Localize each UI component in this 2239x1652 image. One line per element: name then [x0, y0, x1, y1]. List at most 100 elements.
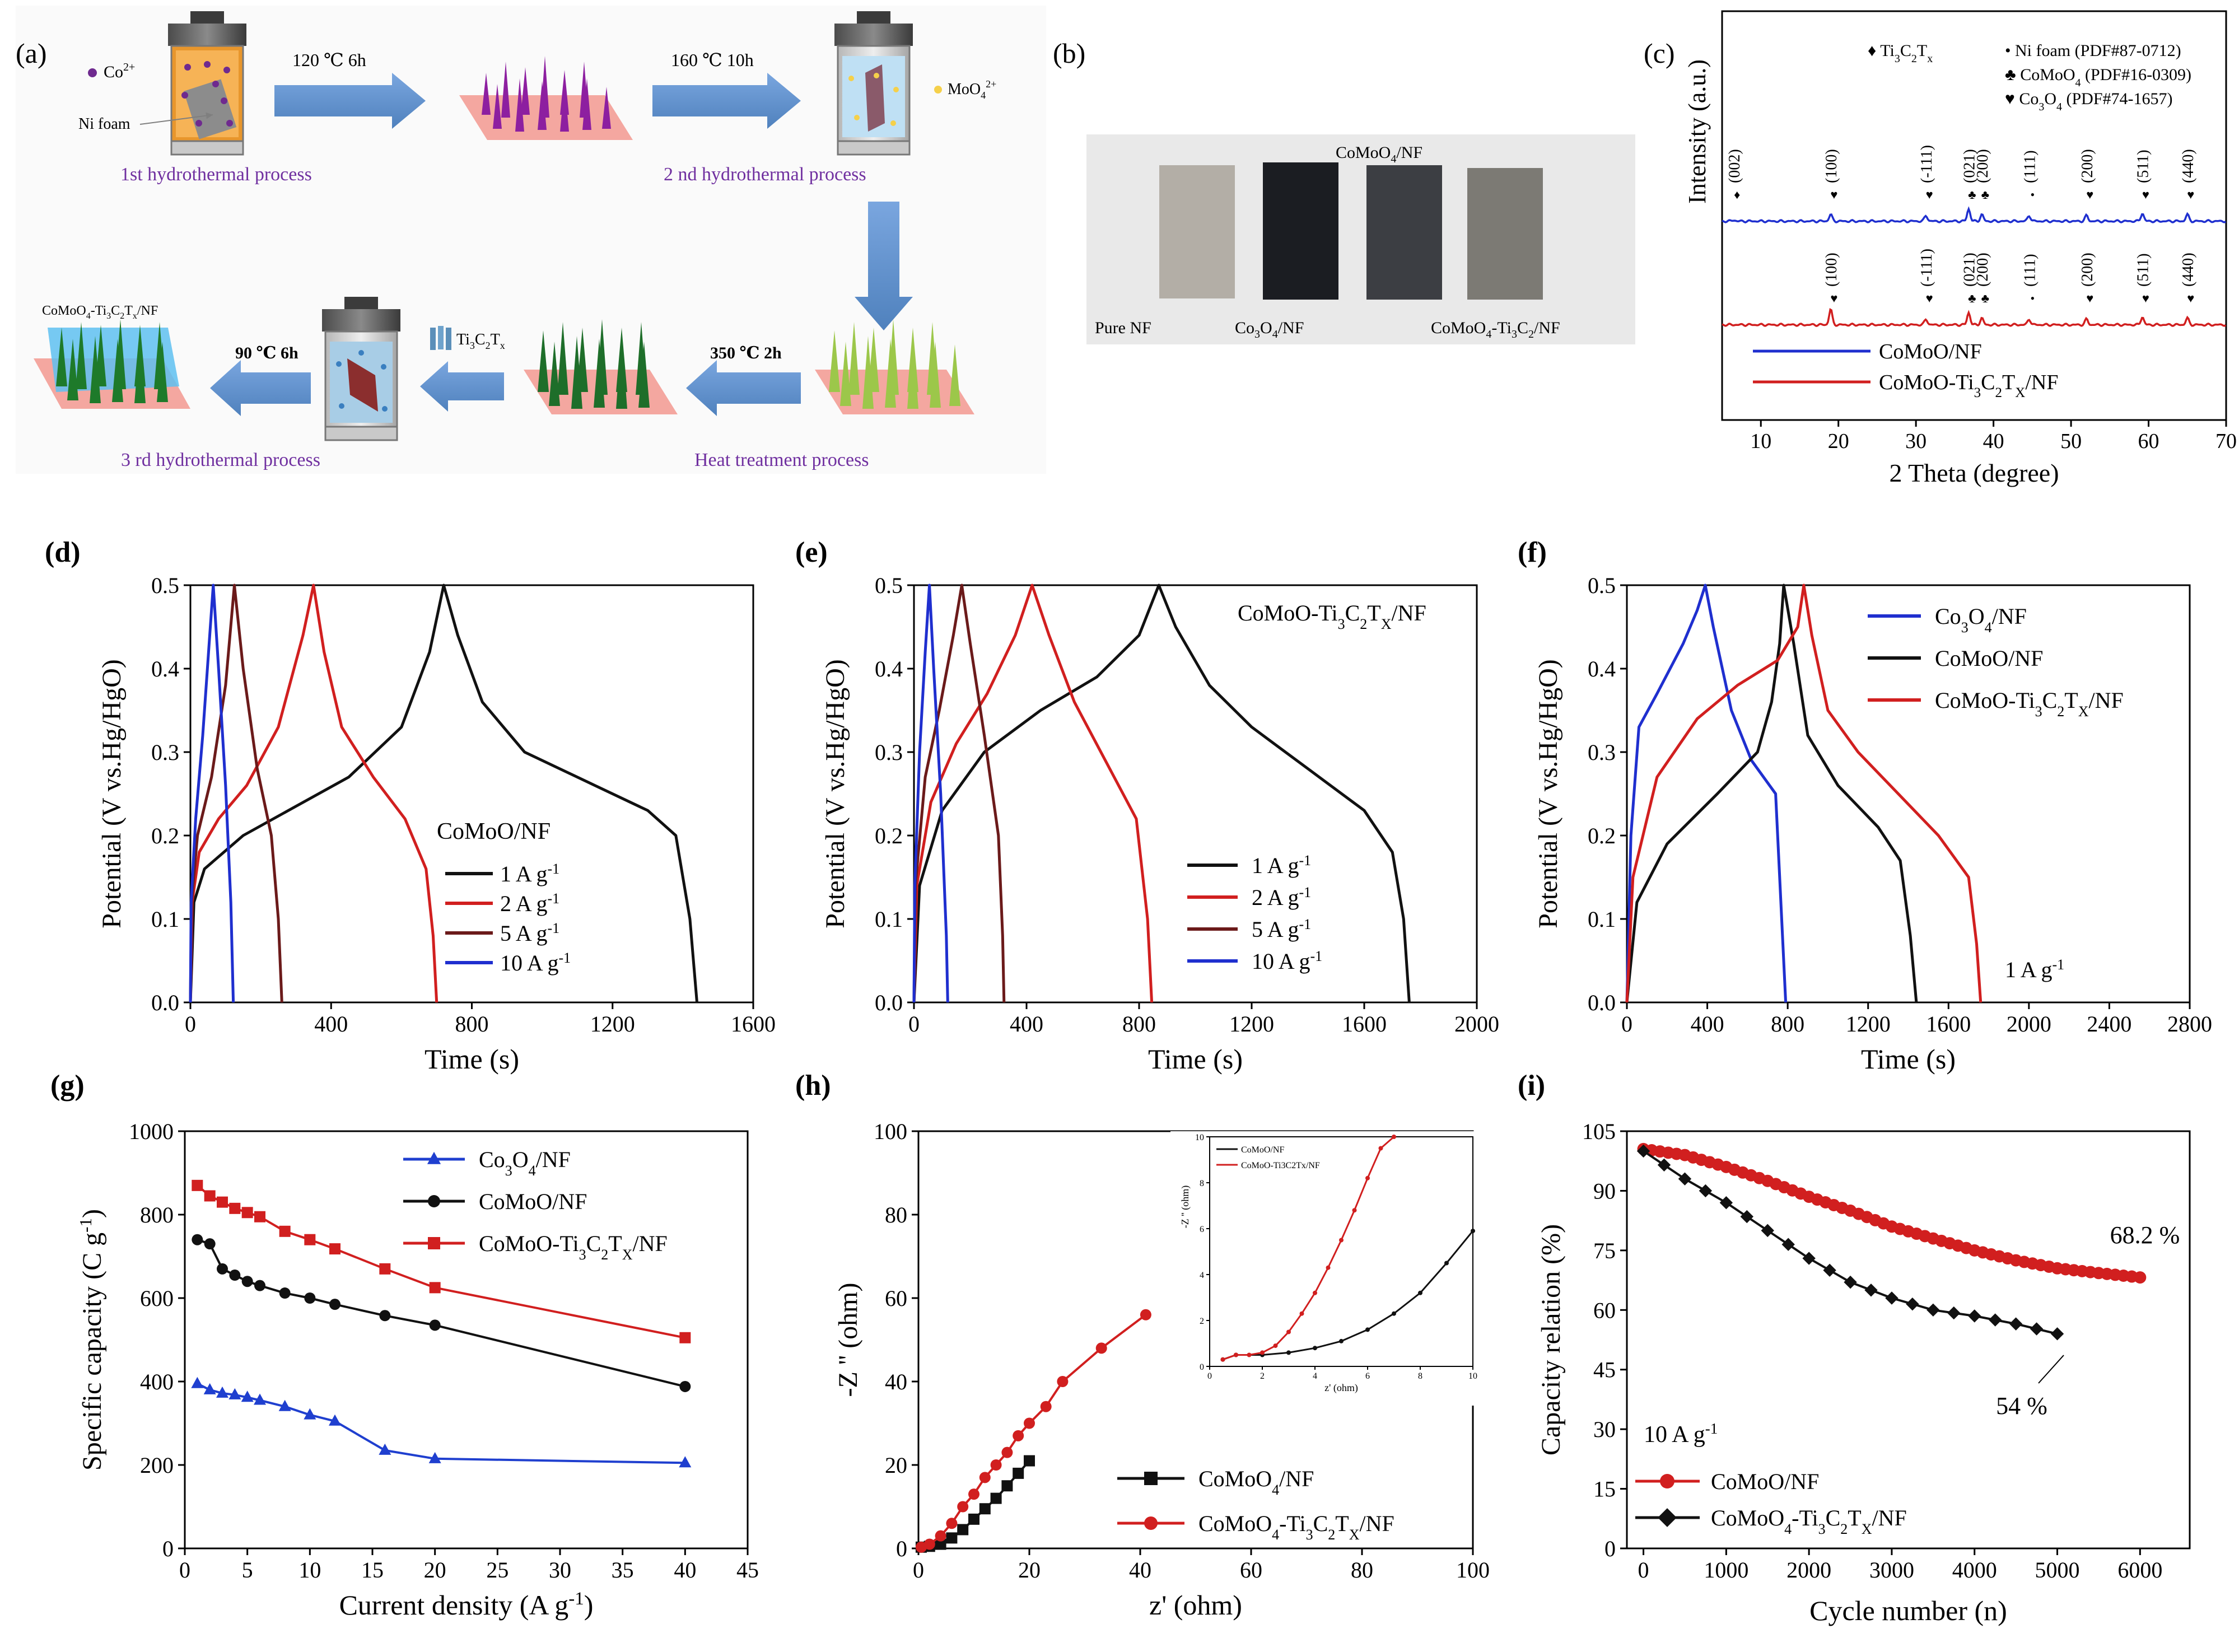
- sample-pure-nf: [1159, 165, 1235, 298]
- x-tick-label: 0: [185, 1011, 196, 1037]
- inset-point: [1418, 1290, 1422, 1295]
- legend-label-composite: CoMoO-Ti3C2TX/NF: [1879, 371, 2058, 400]
- legend-label: 2 A g-1: [500, 890, 559, 917]
- inset-y-tick-label: 4: [1200, 1271, 1204, 1280]
- data-point: [990, 1459, 1002, 1471]
- y-tick-label: 30: [1593, 1417, 1616, 1442]
- gcd-curve-1: [189, 584, 439, 1003]
- x-tick-label: 3000: [1869, 1557, 1914, 1583]
- gcd-curve-2: [1625, 584, 1983, 1003]
- legend-marker: [1144, 1472, 1158, 1485]
- data-point: [1636, 1144, 1650, 1158]
- chart-d-gcd: 0 400 800 1200 1600 0.0 0.1 0.2 0.3 0.4 0.5 Time (s…: [97, 573, 776, 1075]
- data-point: [241, 1207, 253, 1219]
- y-tick-label: 0.5: [151, 573, 179, 598]
- mo-ion-label: MoO42+: [948, 78, 996, 101]
- data-point: [279, 1287, 291, 1299]
- x-tick-label: 30: [549, 1557, 571, 1583]
- data-point: [1001, 1446, 1013, 1458]
- peak-index-label: (100): [1823, 149, 1840, 183]
- legend-label: Co3O4/NF: [479, 1147, 571, 1179]
- peak-marker: ♥: [1926, 188, 1933, 202]
- legend-label: CoMoO4-Ti3C2TX/NF: [1711, 1505, 1907, 1537]
- y-tick-label: 100: [874, 1119, 907, 1144]
- gcd-curve-1: [1625, 584, 1918, 1003]
- plot-frame: [1721, 10, 2227, 421]
- cycle-line-1: [1643, 1150, 2058, 1335]
- peak-index-label: (021): [1961, 253, 1978, 287]
- data-point: [679, 1332, 691, 1343]
- peak-marker: ♥: [1830, 291, 1837, 305]
- x-tick-label: 0: [908, 1011, 920, 1037]
- inset-point: [1392, 1311, 1396, 1316]
- data-point: [1040, 1401, 1052, 1412]
- retention-annotation-black: 54 %: [1996, 1392, 2047, 1420]
- data-point: [1699, 1184, 1713, 1198]
- peak-marker: ♥: [2187, 291, 2194, 305]
- gcd-curve-0: [1625, 584, 1788, 1003]
- x-tick-label: 1200: [1846, 1011, 1891, 1037]
- x-tick-label: 0: [179, 1557, 190, 1583]
- rate-line-2: [197, 1184, 685, 1339]
- peak-index-label: (200): [2079, 149, 2096, 183]
- data-point: [192, 1179, 203, 1191]
- legend-label: CoMoO/NF: [1711, 1469, 1819, 1494]
- data-point: [1823, 1263, 1836, 1277]
- peak-index-label: (440): [2180, 253, 2197, 287]
- rate-line-0: [197, 1382, 685, 1464]
- x-tick-label: 2000: [2007, 1011, 2051, 1037]
- x-axis-label: 2 Theta (degree): [1889, 459, 2059, 487]
- y-tick-label: 0.3: [1588, 740, 1616, 765]
- data-point: [228, 1388, 241, 1399]
- gcd-curve-0: [189, 584, 698, 1003]
- y-axis-label: -Z '' (ohm): [833, 1283, 863, 1397]
- data-point: [254, 1211, 265, 1222]
- inset-legend-label: CoMoO-Ti3C2Tx/NF: [1241, 1161, 1320, 1170]
- x-tick-label: 20: [1018, 1557, 1041, 1583]
- inset-y-tick-label: 2: [1200, 1317, 1204, 1326]
- x-tick-label: 60: [2138, 430, 2159, 453]
- data-point: [191, 1376, 204, 1388]
- panel-e-label: (e): [795, 536, 828, 568]
- x-tick-label: 45: [736, 1557, 759, 1583]
- heat-condition: 350 ℃ 2h: [710, 344, 782, 362]
- data-point: [1057, 1376, 1069, 1387]
- inset-point: [1365, 1175, 1370, 1180]
- x-tick-label: 5: [242, 1557, 253, 1583]
- inset-point: [1286, 1329, 1291, 1334]
- annotation-pointer: [2038, 1355, 2064, 1384]
- current-annotation: 10 A g-1: [1644, 1420, 1718, 1448]
- peak-marker: ♥: [2187, 188, 2194, 202]
- inset-y-axis-label: -Z '' (ohm): [1179, 1186, 1191, 1228]
- inset-y-tick-label: 6: [1200, 1225, 1204, 1234]
- inset-x-tick-label: 2: [1260, 1371, 1265, 1381]
- step-1-condition: 120 ℃ 6h: [292, 50, 366, 70]
- data-point: [329, 1243, 340, 1255]
- y-tick-label: 800: [140, 1202, 174, 1228]
- data-point: [935, 1538, 946, 1550]
- xrd-trace-comoo: [1722, 206, 2227, 223]
- x-tick-label: 2000: [1786, 1557, 1831, 1583]
- x-tick-label: 1000: [1704, 1557, 1748, 1583]
- inset-point: [1326, 1265, 1331, 1270]
- y-tick-label: 0.0: [151, 990, 179, 1015]
- peak-index-label: (200): [1974, 253, 1991, 287]
- legend-label: 5 A g-1: [1252, 916, 1311, 942]
- y-tick-label: 0.1: [151, 907, 179, 932]
- product-label: CoMoO4-Ti3C2Tx/NF: [42, 304, 158, 321]
- data-point: [329, 1414, 341, 1426]
- x-tick-label: 70: [2215, 430, 2237, 453]
- x-tick-label: 1200: [1229, 1011, 1274, 1037]
- y-tick-label: 0.5: [875, 573, 903, 598]
- process-3-label: 3 rd hydrothermal process: [121, 450, 320, 470]
- data-point: [957, 1501, 969, 1513]
- inset-x-tick-label: 10: [1468, 1371, 1477, 1381]
- data-point: [1844, 1275, 1857, 1289]
- autoclave-2-icon: [834, 11, 913, 156]
- inset-point: [1260, 1350, 1265, 1355]
- y-tick-label: 15: [1593, 1477, 1616, 1502]
- data-point: [923, 1538, 935, 1550]
- data-point: [254, 1393, 266, 1405]
- legend-marker: [427, 1151, 441, 1164]
- x-tick-label: 800: [455, 1011, 489, 1037]
